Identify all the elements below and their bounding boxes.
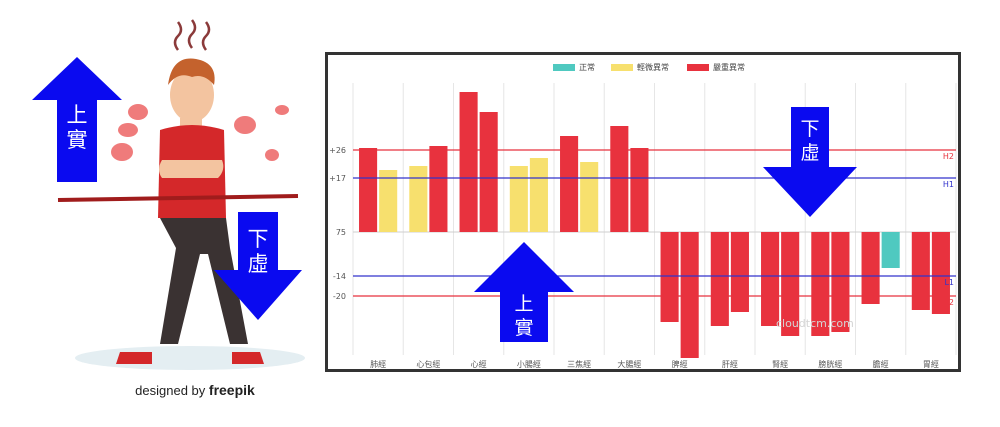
x-tick-label: 肺經 <box>370 359 386 369</box>
chart-bar <box>379 170 398 232</box>
down-arrow-icon <box>214 212 302 320</box>
up-arrow-icon <box>474 242 574 342</box>
chart-bar <box>881 232 900 268</box>
chart-bar <box>911 232 930 310</box>
chart-bar <box>359 148 378 232</box>
down-arrow-label-top: 下 <box>800 118 819 140</box>
x-tick-label: 三焦經 <box>567 359 591 369</box>
up-arrow-icon <box>32 57 122 182</box>
down-arrow-label-bottom: 虛 <box>800 142 819 164</box>
x-tick-label: 小腸經 <box>517 359 541 369</box>
chart-bar <box>710 232 729 326</box>
chart-bar <box>781 232 800 336</box>
illustration-svg: 上實 下虛 <box>32 19 305 370</box>
legend-label: 正常 <box>579 63 595 72</box>
reference-line-label: L2 <box>944 298 954 307</box>
watermark: cloudtcm.com <box>776 317 854 330</box>
chart-bar <box>580 162 599 232</box>
down-arrow-icon <box>763 107 857 217</box>
x-tick-label: 腎經 <box>772 359 788 369</box>
chart-bar <box>409 166 428 232</box>
x-tick-label: 心經 <box>471 359 487 369</box>
y-tick-label: -14 <box>333 272 346 281</box>
y-tick-label: 75 <box>336 228 346 237</box>
chart-svg: H2 H1 L1 L2 +26 +17 75 -14 -20 肺經 心包經 心經 小腸經 三焦經 大腸經 脾經… <box>329 62 957 369</box>
balance-line <box>57 194 299 202</box>
up-arrow-label: 上實 <box>67 103 88 152</box>
crossed-arms <box>159 160 224 178</box>
legend-label: 輕微異常 <box>637 62 669 72</box>
credit-prefix: designed by <box>135 383 206 398</box>
trousers <box>160 218 248 344</box>
character-illustration: 上實 下虛 <box>0 0 320 423</box>
reference-line-label: L1 <box>944 278 954 287</box>
y-tick-label: +26 <box>329 146 346 155</box>
x-tick-label: 大腸經 <box>617 359 641 369</box>
legend-swatch <box>687 64 709 71</box>
x-tick-label: 胃經 <box>923 359 939 369</box>
y-tick-label: -20 <box>333 292 346 301</box>
x-tick-label: 心包經 <box>416 359 440 369</box>
down-arrow-label: 下虛 <box>248 227 269 276</box>
up-arrow-label-top: 上 <box>514 293 533 315</box>
legend-swatch <box>553 64 575 71</box>
reference-line-label: H2 <box>943 152 954 161</box>
right-shoe <box>232 352 264 364</box>
angry-germ-icons <box>111 104 289 161</box>
face <box>170 68 214 122</box>
chart-bar <box>660 232 679 322</box>
hair <box>168 58 215 85</box>
reference-line-label: H1 <box>943 180 954 189</box>
left-shoe <box>116 352 152 364</box>
chart-bar <box>509 166 528 232</box>
y-tick-label: +17 <box>329 174 346 183</box>
chart-bar <box>761 232 780 326</box>
chart-bar <box>730 232 749 312</box>
chart-bar <box>429 146 448 232</box>
illustration-credit: designed by freepik <box>120 382 270 398</box>
chart-bar <box>831 232 850 332</box>
legend-label: 嚴重異常 <box>713 62 745 72</box>
chart-bar <box>529 158 548 232</box>
x-tick-label: 膽經 <box>873 359 889 369</box>
meridian-chart: H2 H1 L1 L2 +26 +17 75 -14 -20 肺經 心包經 心經 小腸經 三焦經 大腸經 脾經… <box>325 52 961 372</box>
chart-bar <box>459 92 478 232</box>
chart-bar <box>560 136 579 232</box>
chart-bar <box>610 126 629 232</box>
credit-brand: freepik <box>208 382 255 398</box>
chart-bar <box>931 232 950 314</box>
x-tick-label: 脾經 <box>672 359 688 369</box>
chart-bar <box>630 148 649 232</box>
chart-bar <box>680 232 699 358</box>
steam-icon <box>173 19 211 51</box>
legend-swatch <box>611 64 633 71</box>
x-tick-label: 肝經 <box>722 359 738 369</box>
chart-bar <box>861 232 880 304</box>
floor-shadow <box>75 346 305 370</box>
chart-bar <box>811 232 830 336</box>
x-tick-label: 膀胱經 <box>818 359 842 369</box>
up-arrow-label-bottom: 實 <box>514 317 533 339</box>
chart-bar <box>479 112 498 232</box>
